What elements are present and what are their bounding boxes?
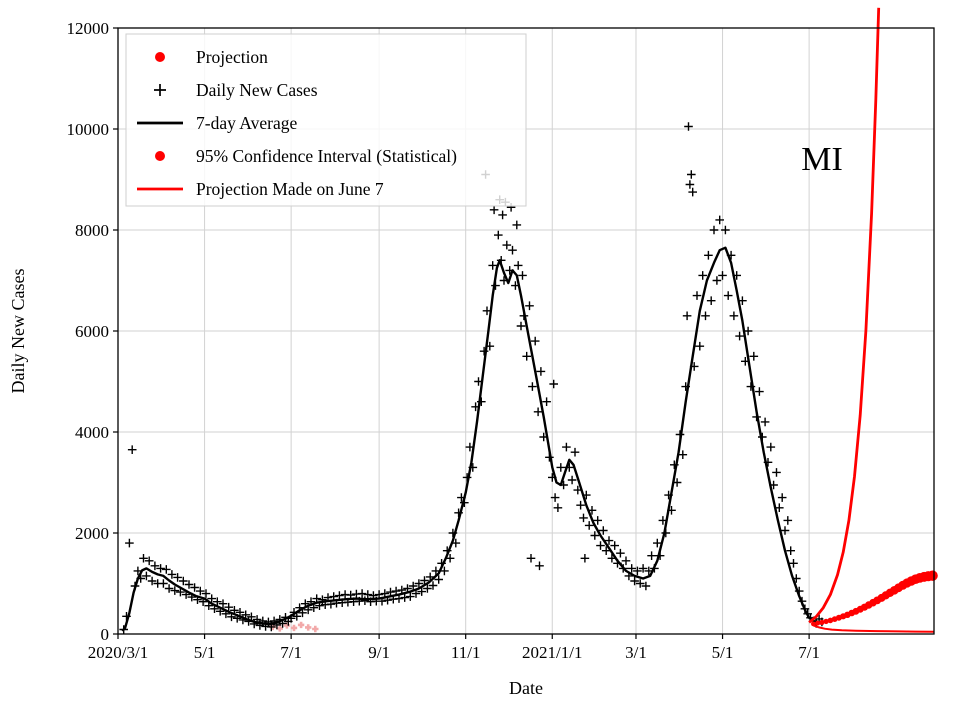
legend-marker-plus-icon (154, 84, 166, 96)
x-tick-label: 7/1 (798, 643, 820, 662)
projection-dot (815, 620, 821, 626)
y-tick-label: 8000 (75, 221, 109, 240)
legend-marker-dot-icon (155, 52, 165, 62)
x-tick-label: 2020/3/1 (88, 643, 148, 662)
projection-june7-line (808, 7, 881, 624)
y-tick-label: 6000 (75, 322, 109, 341)
seven-day-average-line (121, 246, 824, 632)
grid-layer (117, 27, 934, 635)
legend-label: 7-day Average (196, 113, 297, 133)
y-tick-label: 2000 (75, 524, 109, 543)
series-layer (119, 7, 938, 634)
y-axis-label: Daily New Cases (8, 269, 28, 394)
y-tick-label: 0 (101, 625, 110, 644)
x-tick-label: 9/1 (368, 643, 390, 662)
region-label: MI (801, 141, 843, 178)
legend-label: Daily New Cases (196, 80, 318, 100)
legend-item: 7-day Average (137, 113, 297, 133)
x-tick-label: 2021/1/1 (522, 643, 582, 662)
x-tick-label: 5/1 (712, 643, 734, 662)
legend-marker-dot-icon (155, 151, 165, 161)
confidence-interval-lower-line (813, 624, 935, 633)
y-tick-label: 10000 (67, 120, 110, 139)
y-tick-label: 4000 (75, 423, 109, 442)
projection-dot (819, 619, 825, 626)
legend-box (125, 33, 527, 207)
axis-layer: 2020/3/1 5/1 7/1 9/1 11/1 2021/1/1 3/1 5/1 7/1 0 2… (67, 19, 820, 662)
x-tick-label: 11/1 (451, 643, 481, 662)
legend-item: Projection Made on June 7 (137, 179, 384, 199)
x-tick-label: 3/1 (625, 643, 647, 662)
legend-label: Projection (196, 47, 268, 67)
y-tick-label: 12000 (67, 19, 110, 38)
projection-dot (811, 621, 816, 627)
projection-dot (827, 617, 834, 624)
projection-dot (823, 618, 829, 625)
x-axis-label: Date (509, 678, 543, 698)
legend-item: Projection (155, 47, 268, 67)
legend-label: 95% Confidence Interval (Statistical) (196, 146, 457, 166)
legend: Projection Daily New Cases 7-day Average 95… (125, 33, 527, 207)
legend-label: Projection Made on June 7 (196, 179, 384, 199)
x-tick-label: 7/1 (280, 643, 302, 662)
legend-item: Daily New Cases (154, 80, 318, 100)
legend-item: 95% Confidence Interval (Statistical) (155, 146, 457, 166)
projection-dot (927, 570, 938, 581)
x-tick-label: 5/1 (194, 643, 216, 662)
